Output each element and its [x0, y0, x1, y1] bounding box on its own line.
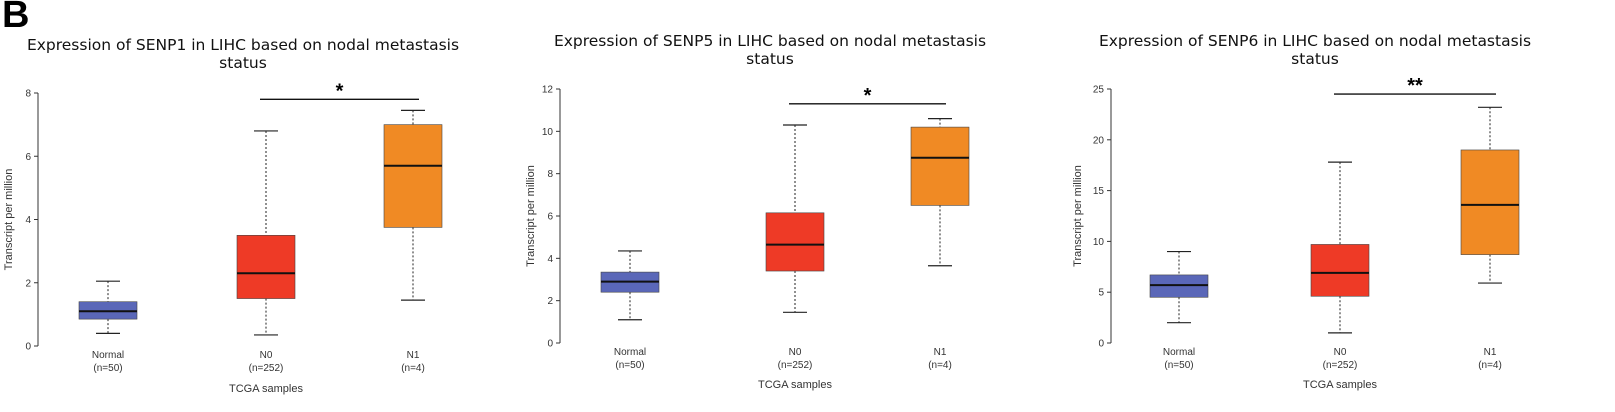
- box-n0: [236, 235, 296, 299]
- category-label: N1: [934, 347, 947, 358]
- senp5-boxplot: Expression of SENP5 in LIHC based on nod…: [525, 32, 986, 391]
- box-n0: [1310, 244, 1370, 297]
- chart-title-line: status: [219, 54, 267, 72]
- y-tick-label: 25: [1093, 85, 1105, 96]
- category-count: (n=50): [93, 363, 122, 374]
- category-count: (n=50): [1164, 360, 1193, 371]
- category-count: (n=4): [1478, 360, 1502, 371]
- senp1-boxplot: Expression of SENP1 in LIHC based on nod…: [3, 36, 459, 395]
- box-n0: [765, 212, 825, 272]
- category-label: N1: [407, 350, 420, 361]
- y-axis-label: Transcript per million: [3, 169, 15, 271]
- category-label: Normal: [614, 347, 646, 358]
- chart-title-line: Expression of SENP5 in LIHC based on nod…: [554, 32, 986, 50]
- y-tick-label: 0: [547, 339, 553, 350]
- significance-label: *: [864, 85, 872, 107]
- category-count: (n=252): [249, 363, 284, 374]
- y-tick-label: 10: [1093, 237, 1105, 248]
- chart-title-line: status: [1291, 50, 1339, 68]
- category-count: (n=4): [401, 363, 425, 374]
- panel-label: B: [2, 0, 30, 36]
- significance-label: *: [336, 80, 344, 102]
- y-axis-label: Transcript per million: [525, 165, 537, 267]
- y-tick-label: 12: [542, 85, 554, 96]
- x-axis-label: TCGA samples: [758, 379, 832, 391]
- x-axis-label: TCGA samples: [229, 383, 303, 395]
- y-tick-label: 10: [542, 127, 554, 138]
- category-count: (n=50): [615, 360, 644, 371]
- chart-title-line: Expression of SENP6 in LIHC based on nod…: [1099, 32, 1531, 50]
- category-label: Normal: [92, 350, 124, 361]
- category-label: N1: [1484, 347, 1497, 358]
- x-axis-label: TCGA samples: [1303, 379, 1377, 391]
- chart-title-line: status: [746, 50, 794, 68]
- box-n1: [383, 124, 443, 228]
- y-axis-label: Transcript per million: [1072, 165, 1084, 267]
- y-tick-label: 2: [547, 296, 553, 307]
- box-n1: [910, 126, 970, 206]
- y-tick-label: 20: [1093, 135, 1105, 146]
- category-label: N0: [1334, 347, 1347, 358]
- box-normal: [1149, 274, 1209, 298]
- y-tick-label: 6: [547, 212, 553, 223]
- y-tick-label: 2: [25, 278, 31, 289]
- y-tick-label: 0: [1098, 339, 1104, 350]
- chart-title-line: Expression of SENP1 in LIHC based on nod…: [27, 36, 459, 54]
- y-tick-label: 5: [1098, 288, 1104, 299]
- y-tick-label: 6: [25, 152, 31, 163]
- y-tick-label: 4: [547, 254, 553, 265]
- y-tick-label: 8: [25, 89, 31, 100]
- y-tick-label: 4: [25, 215, 31, 226]
- category-label: Normal: [1163, 347, 1195, 358]
- category-label: N0: [789, 347, 802, 358]
- senp6-boxplot: Expression of SENP6 in LIHC based on nod…: [1072, 32, 1531, 391]
- category-count: (n=252): [778, 360, 813, 371]
- y-tick-label: 0: [25, 342, 31, 353]
- y-tick-label: 15: [1093, 186, 1105, 197]
- category-count: (n=252): [1323, 360, 1358, 371]
- category-label: N0: [260, 350, 273, 361]
- y-tick-label: 8: [547, 169, 553, 180]
- category-count: (n=4): [928, 360, 952, 371]
- box-n1: [1460, 149, 1520, 255]
- significance-label: **: [1407, 75, 1423, 97]
